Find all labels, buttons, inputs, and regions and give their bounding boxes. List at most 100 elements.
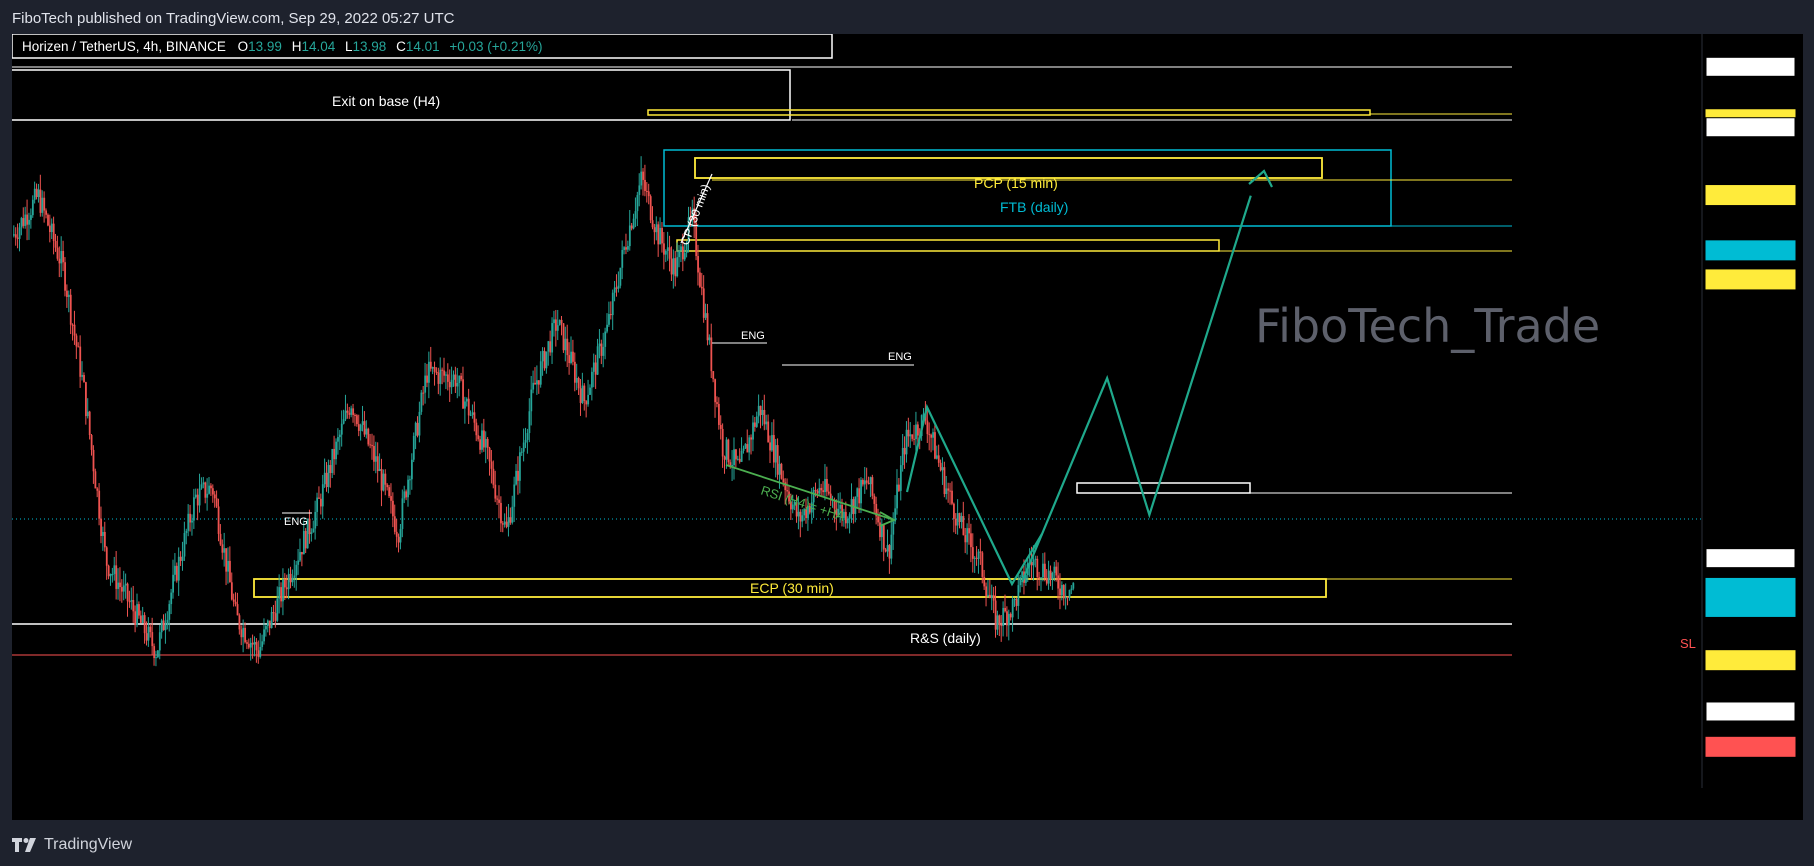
legend-low-label: L: [345, 39, 353, 54]
candle-body: [623, 247, 626, 250]
candle-body: [348, 412, 351, 415]
candle-body: [1036, 558, 1039, 578]
candle-body: [543, 350, 546, 369]
candle-body: [672, 258, 675, 275]
tradingview-footer[interactable]: TradingView: [12, 834, 132, 856]
candle-body: [484, 438, 487, 448]
candle-body: [704, 313, 707, 318]
candle-body: [1000, 624, 1003, 627]
candle-body: [1030, 561, 1033, 566]
candle-body: [234, 601, 237, 605]
candle-body: [915, 424, 917, 440]
candle-body: [930, 434, 933, 438]
candle-body: [816, 490, 819, 494]
candle-body: [477, 435, 480, 440]
candle-body: [865, 480, 868, 483]
candle-body: [949, 490, 952, 492]
pcp-zone: [694, 157, 1323, 179]
candle-body: [890, 534, 893, 559]
candle-body: [232, 599, 235, 602]
candle-body: [158, 632, 161, 651]
candle-body: [295, 564, 298, 576]
candle-body: [907, 429, 910, 437]
candle-body: [369, 444, 372, 446]
chart-area[interactable]: Exit on base (H4) PCP (15 min) FTB (daily)…: [12, 34, 1803, 820]
candle-body: [953, 503, 955, 519]
candle-body: [886, 545, 889, 552]
candle-body: [501, 523, 504, 525]
watermark: FiboTech_Trade: [1255, 299, 1600, 353]
label-exit-on-base: Exit on base (H4): [332, 93, 440, 109]
candle-body: [107, 565, 110, 577]
candle-body: [410, 459, 413, 480]
candle-body: [452, 374, 455, 380]
candle-body: [526, 433, 529, 440]
candle-body: [136, 604, 138, 625]
candle-body: [581, 385, 584, 403]
candle-body: [973, 557, 976, 559]
candle-body: [820, 487, 823, 491]
price-chart[interactable]: Exit on base (H4) PCP (15 min) FTB (daily)…: [12, 34, 1803, 820]
candle-body: [45, 210, 48, 215]
legend-box: [12, 34, 833, 59]
candle-body: [682, 246, 684, 260]
candle-body: [1040, 577, 1043, 579]
candle-body: [255, 642, 258, 651]
candle-body: [346, 410, 349, 413]
candle-body: [685, 242, 688, 254]
candle-body: [805, 509, 807, 519]
candle-body: [822, 490, 825, 493]
candle-body: [329, 465, 332, 474]
candle-body: [570, 351, 572, 363]
candle-body: [268, 620, 271, 629]
candle-body: [155, 657, 157, 659]
candle-body: [83, 375, 85, 383]
candle-body: [947, 488, 950, 491]
candle-body: [344, 410, 347, 420]
candle-body: [483, 430, 485, 448]
candle-body: [615, 287, 618, 289]
candle-body: [33, 188, 36, 200]
candle-body: [905, 429, 908, 455]
candle-body: [31, 199, 34, 216]
candle-body: [175, 565, 178, 581]
candle-body: [445, 374, 447, 376]
candle-body: [511, 506, 514, 523]
candle-body: [257, 650, 260, 657]
candle-body: [248, 643, 250, 648]
candle-body: [416, 422, 419, 436]
candle-body: [227, 560, 229, 572]
candle-body: [524, 439, 527, 443]
candle-body: [386, 484, 389, 488]
candle-body: [555, 319, 557, 331]
candle-body: [750, 437, 753, 440]
candle-body: [873, 495, 876, 504]
candle-body: [458, 375, 461, 384]
candle-body: [725, 439, 728, 460]
candle-body: [26, 214, 29, 225]
candle-body: [37, 189, 40, 198]
candle-body: [579, 388, 582, 403]
candle-body: [325, 472, 328, 488]
candle-body: [58, 258, 61, 264]
candle-body: [996, 615, 999, 630]
candle-body: [1062, 585, 1065, 599]
candle-body: [735, 449, 737, 460]
candle-body: [1032, 559, 1035, 566]
candle-body: [312, 528, 315, 533]
candle-body: [376, 456, 379, 472]
candle-body: [90, 435, 93, 450]
candle-body: [230, 582, 233, 600]
candle-body: [134, 611, 137, 625]
candle-body: [181, 556, 184, 561]
candle-body: [1070, 588, 1073, 590]
candle-body: [1051, 572, 1054, 580]
candle-body: [96, 488, 99, 491]
candle-body: [888, 545, 891, 559]
candle-body: [659, 227, 662, 245]
candle-body: [486, 438, 489, 448]
candle-body: [719, 424, 722, 429]
candle-body: [532, 382, 535, 390]
candle-body: [246, 642, 248, 644]
legend-high-value: 14.04: [301, 39, 335, 54]
